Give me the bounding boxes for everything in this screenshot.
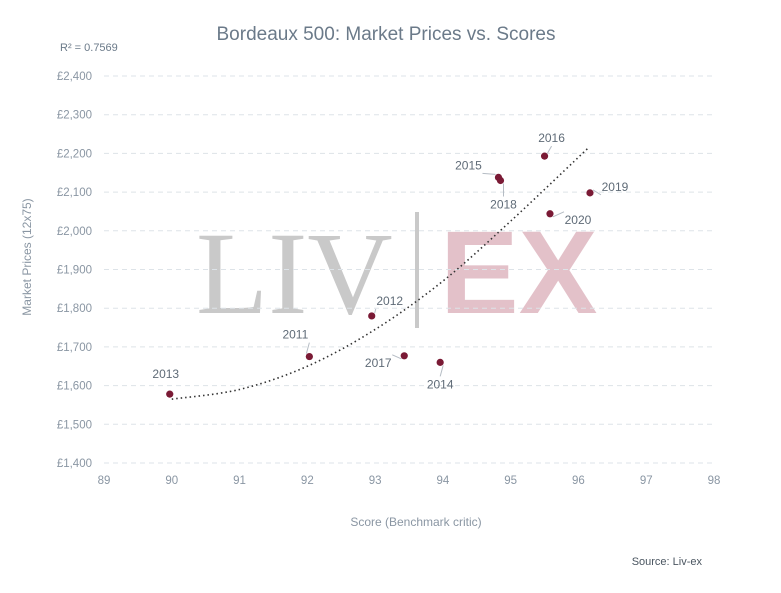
x-tick-label: 95 <box>504 475 517 487</box>
x-tick-label: 96 <box>572 475 585 487</box>
label-leader-line <box>592 189 602 196</box>
y-tick-label: £2,300 <box>57 110 92 122</box>
x-tick-label: 98 <box>708 475 721 487</box>
x-tick-label: 93 <box>369 475 382 487</box>
y-tick-label: £1,600 <box>57 381 92 393</box>
watermark-divider <box>415 212 419 328</box>
data-point <box>305 352 313 361</box>
x-tick-label: 91 <box>233 475 246 487</box>
x-tick-label: 89 <box>98 475 111 487</box>
point-label: 2011 <box>282 328 308 342</box>
x-tick-label: 97 <box>640 475 653 487</box>
gridlines <box>104 75 714 464</box>
x-axis-label: Score (Benchmark critic) <box>350 515 481 529</box>
r-squared-annotation: R² = 0.7569 <box>60 42 118 54</box>
y-tick-label: £1,700 <box>57 342 92 354</box>
point-label: 2013 <box>152 367 179 381</box>
point-label: 2019 <box>602 180 629 194</box>
y-tick-label: £1,800 <box>57 303 92 315</box>
liv-ex-watermark: LIV EX <box>196 207 597 339</box>
x-tick-label: 94 <box>436 475 449 487</box>
point-label: 2016 <box>538 131 565 145</box>
point-label: 2020 <box>565 213 592 227</box>
data-point <box>400 352 408 360</box>
point-label: 2017 <box>365 356 392 370</box>
data-points <box>166 152 594 398</box>
point-label: 2018 <box>490 197 517 211</box>
y-tick-label: £1,900 <box>57 265 92 277</box>
source-note: Source: Liv-ex <box>632 556 703 568</box>
trendline <box>171 147 590 400</box>
label-leader-line <box>552 211 565 218</box>
label-leader-line <box>482 172 496 175</box>
y-tick-label: £1,500 <box>57 419 92 431</box>
point-label: 2012 <box>376 294 403 308</box>
y-tick-label: £2,400 <box>57 71 92 83</box>
data-point <box>368 312 376 320</box>
point-label: 2014 <box>427 377 454 391</box>
data-point <box>166 390 174 398</box>
label-leader-line <box>305 342 310 354</box>
label-leader-line <box>547 145 552 154</box>
y-tick-label: £2,200 <box>57 148 92 160</box>
data-point <box>546 210 554 218</box>
point-labels: 2013 2011 2012 2017 2014 2015 2018 2016 2020 2019 <box>152 131 628 391</box>
x-axis-ticks: 89 90 91 92 93 94 95 96 97 98 <box>98 475 721 487</box>
y-axis-ticks: £1,400 £1,500 £1,600 £1,700 £1,800 £1,900 £2,0… <box>57 71 92 470</box>
data-point <box>586 189 594 197</box>
data-point <box>496 176 505 185</box>
watermark-liv: LIV <box>196 208 393 339</box>
label-leader-line <box>392 354 402 360</box>
x-tick-label: 92 <box>301 475 314 487</box>
data-point <box>436 358 444 366</box>
data-point <box>540 152 549 160</box>
watermark-ex: EX <box>440 207 597 339</box>
point-label: 2015 <box>455 158 482 172</box>
x-tick-label: 90 <box>165 475 178 487</box>
chart-title: Bordeaux 500: Market Prices vs. Scores <box>217 24 556 45</box>
y-axis-label: Market Prices (12x75) <box>20 198 34 315</box>
y-tick-label: £2,100 <box>57 187 92 199</box>
label-leader-line <box>439 365 444 377</box>
y-tick-label: £2,000 <box>57 226 92 238</box>
y-tick-label: £1,400 <box>57 458 92 470</box>
label-leader-line <box>374 308 377 314</box>
